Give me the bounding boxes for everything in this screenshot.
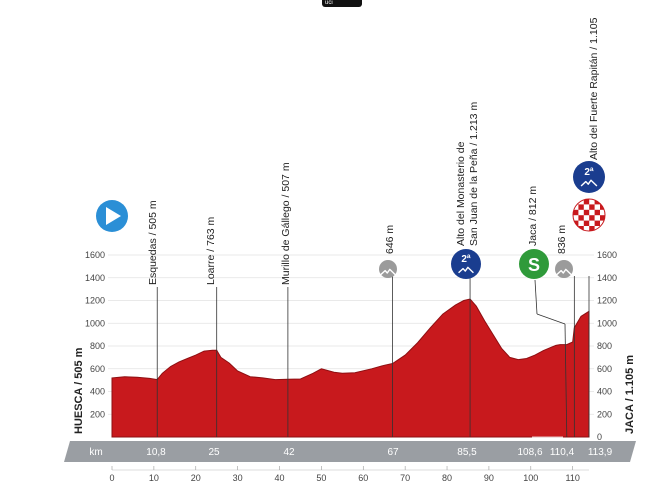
y-tick-label-right: 200 <box>597 409 612 419</box>
x-tick-label: 10 <box>149 473 159 483</box>
y-tick-label-right: 1000 <box>597 318 617 328</box>
waypoint-label: San Juan de la Peña / 1.213 m <box>468 102 480 246</box>
checker-square <box>600 226 605 231</box>
x-tick-label: 70 <box>400 473 410 483</box>
checker-square <box>573 209 579 216</box>
climb-category-label: 2ª <box>461 254 471 265</box>
climb-category-label: 2ª <box>584 167 594 178</box>
y-tick-label-right: 0 <box>597 432 602 442</box>
profile-area <box>111 298 590 438</box>
waypoint-markers: 2ª 2ª S <box>96 161 606 279</box>
elevation-area <box>111 298 590 438</box>
mountain-glyph <box>458 266 474 274</box>
y-tick-label-left: 1400 <box>85 273 105 283</box>
y-tick-label-right: 1600 <box>597 250 617 260</box>
waypoint-label: Esquedas / 505 m <box>147 200 159 285</box>
waypoint-label: Jaca / 812 m <box>527 186 539 246</box>
waypoint-label: Alto del Monasterio de <box>455 141 467 246</box>
y-tick-label-left: 1200 <box>85 296 105 306</box>
mountain-glyph <box>556 268 572 276</box>
category-2-climb-icon <box>573 161 605 193</box>
x-tick-label: 60 <box>358 473 368 483</box>
checker-square <box>589 204 595 210</box>
km-band-label: km <box>89 447 102 458</box>
checker-square <box>594 209 600 216</box>
mountain-glyph <box>380 268 396 276</box>
x-tick-label: 110 <box>565 473 579 483</box>
checker-square <box>589 226 595 231</box>
km-band-value: 25 <box>208 447 220 458</box>
waypoint-label: Loarre / 763 m <box>205 216 217 285</box>
y-tick-label-left: 800 <box>90 341 105 351</box>
y-tick-label-left: 400 <box>90 387 105 397</box>
x-tick-label: 80 <box>442 473 452 483</box>
y-tick-label-left: 1000 <box>85 318 105 328</box>
endpoint-labels: HUESCA / 505 m JACA / 1.105 m <box>73 347 636 434</box>
waypoint-label: 836 m <box>556 225 568 254</box>
y-tick-label-right: 1200 <box>597 296 617 306</box>
x-tick-label: 50 <box>316 473 326 483</box>
waypoint-lines <box>156 276 590 438</box>
x-tick-label: 90 <box>484 473 494 483</box>
x-tick-label: 30 <box>233 473 243 483</box>
x-tick-label: 0 <box>109 473 114 483</box>
waypoint-labels: Esquedas / 505 m Loarre / 763 m Murillo de… <box>147 17 600 285</box>
sprint-label: S <box>528 255 540 275</box>
finish-location-label: JACA / 1.105 m <box>624 355 636 434</box>
checker-square <box>578 215 584 221</box>
checker-square <box>583 199 590 205</box>
km-band: km 10,8 25 42 67 85,5 108,6 110,4 113,9 <box>64 436 636 462</box>
km-band-bar <box>64 441 636 462</box>
km-band-value: 110,4 <box>550 447 575 458</box>
km-band-value: 85,5 <box>457 447 477 458</box>
category-2-climb-icon <box>451 249 481 279</box>
km-band-value: 108,6 <box>517 447 542 458</box>
km-band-value: 67 <box>387 447 399 458</box>
waypoint-line <box>564 323 568 438</box>
intermediate-sprint-icon <box>519 249 549 279</box>
x-tick-label: 100 <box>523 473 538 483</box>
km-band-value: 10,8 <box>146 447 166 458</box>
waypoint-label: 646 m <box>384 225 396 254</box>
uci-logo: uci <box>322 0 362 7</box>
checker-square <box>594 199 600 205</box>
checker-square <box>600 204 605 210</box>
y-axis-right: 200 400 600 800 1000 1200 1400 1600 0 <box>597 250 617 442</box>
mountain-glyph <box>580 179 598 187</box>
y-axis-left: 200 400 600 800 1000 1200 1400 1600 <box>85 250 105 419</box>
unrated-climb-icon <box>555 260 573 278</box>
waypoint-label: Alto del Fuerte Rapitán / 1.105 <box>588 17 600 160</box>
y-tick-label-left: 1600 <box>85 250 105 260</box>
y-tick-label-right: 1400 <box>597 273 617 283</box>
checker-square <box>573 220 579 226</box>
y-tick-label-left: 600 <box>90 364 105 374</box>
waypoint-line <box>534 279 538 315</box>
waypoint-line <box>536 313 566 325</box>
x-tick-label: 20 <box>191 473 201 483</box>
y-tick-label-left: 200 <box>90 409 105 419</box>
play-glyph <box>106 207 121 225</box>
y-tick-label-right: 800 <box>597 341 612 351</box>
y-tick-label-right: 600 <box>597 364 612 374</box>
km-band-value: 113,9 <box>588 447 613 458</box>
checker-square <box>578 204 584 210</box>
checker-square <box>589 215 595 221</box>
checker-square <box>594 220 600 226</box>
checker-square <box>578 226 584 231</box>
start-location-label: HUESCA / 505 m <box>73 347 85 434</box>
x-axis: 0 10 20 30 40 50 60 70 80 90 100 110 <box>109 466 589 483</box>
unrated-climb-icon <box>379 260 397 278</box>
checker-square <box>600 215 605 221</box>
waypoint-label: Murillo de Gállego / 507 m <box>280 162 292 285</box>
y-tick-label-right: 400 <box>597 387 612 397</box>
km-band-value: 42 <box>283 447 295 458</box>
checker-square <box>583 209 590 216</box>
checker-square <box>583 220 590 226</box>
x-tick-label: 40 <box>275 473 285 483</box>
